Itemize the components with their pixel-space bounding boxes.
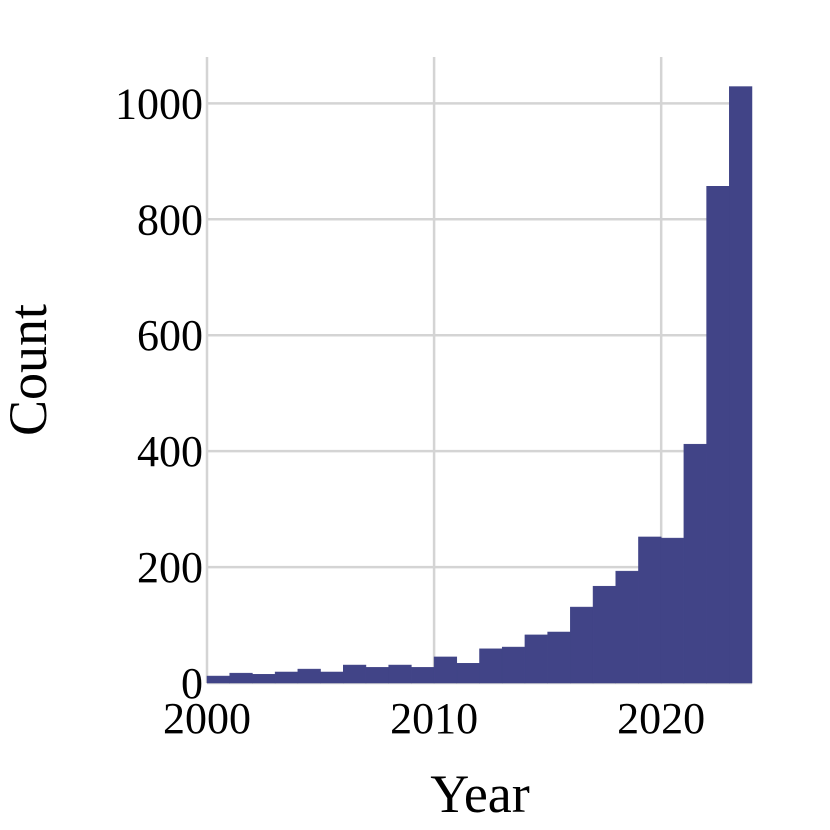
- y-tick-label: 0: [181, 659, 203, 708]
- bar: [638, 536, 662, 684]
- x-axis-label: Year: [430, 764, 530, 824]
- bar: [501, 646, 526, 684]
- bar: [411, 667, 435, 684]
- bar: [229, 672, 253, 684]
- bar: [388, 664, 412, 684]
- y-axis-label: Count: [0, 304, 58, 436]
- bar: [660, 537, 685, 684]
- bar: [570, 606, 594, 684]
- bar: [706, 186, 730, 684]
- bar: [524, 634, 548, 684]
- bar: [729, 86, 753, 684]
- bar: [479, 648, 503, 684]
- bar: [456, 663, 480, 684]
- y-tick-label: 1000: [115, 79, 203, 128]
- x-tick-label: 2010: [390, 694, 478, 743]
- bar: [297, 668, 321, 684]
- bar: [343, 664, 367, 684]
- bar: [252, 674, 276, 684]
- bar: [615, 570, 639, 684]
- y-tick-label: 600: [137, 311, 203, 360]
- x-tick-label: 2020: [617, 694, 705, 743]
- bar: [433, 656, 458, 684]
- y-tick-label: 400: [137, 427, 203, 476]
- bar: [274, 671, 299, 684]
- y-tick-label: 200: [137, 543, 203, 592]
- bar: [206, 675, 230, 684]
- x-tick-label: 2000: [163, 694, 251, 743]
- y-tick-label: 800: [137, 195, 203, 244]
- bar: [592, 585, 617, 684]
- bar: [547, 631, 571, 684]
- bar: [365, 667, 389, 684]
- bar: [683, 443, 707, 684]
- bar: [320, 671, 344, 684]
